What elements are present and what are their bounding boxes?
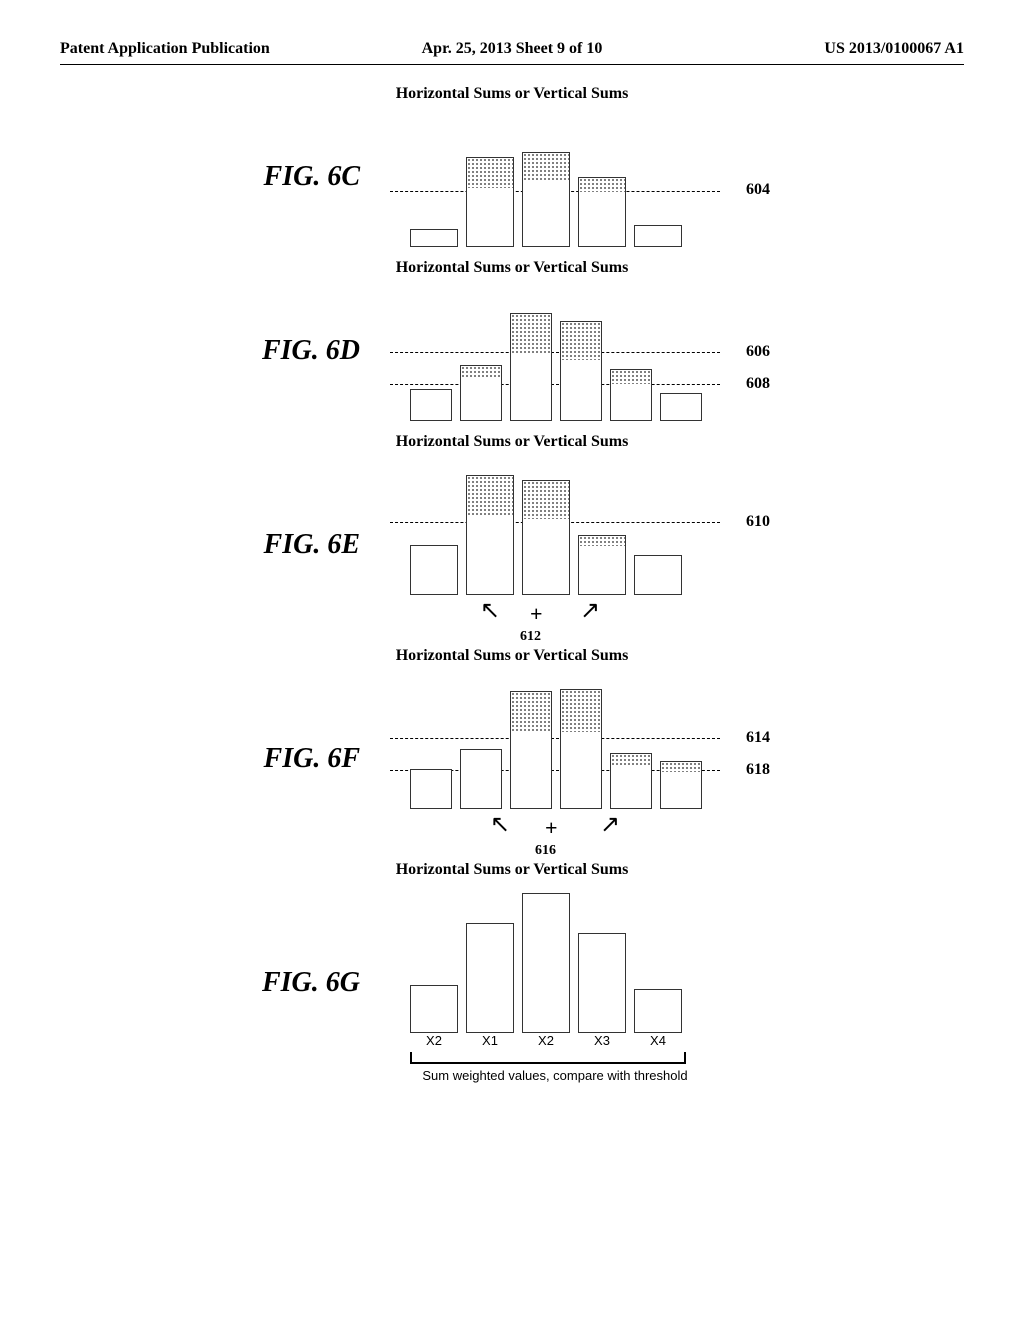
caption-6g: Sum weighted values, compare with thresh… [390,1068,720,1083]
bar [560,321,602,421]
figure-6g: Horizontal Sums or Vertical Sums FIG. 6G… [60,861,964,1083]
bar [466,157,514,247]
bar [410,229,458,247]
bar [578,933,626,1033]
plus-icon: + [530,601,543,627]
chart-6d: 606 608 [390,281,720,421]
chart-6g-wrap: X2 X1 X2 X3 X4 Sum weighted values, comp… [390,883,720,1083]
bar [578,177,626,247]
ref-612: 612 [520,629,541,645]
bar [410,545,458,595]
arrow-icon: ↖ [490,813,510,837]
x-label: X1 [466,1033,514,1048]
x-label: X3 [578,1033,626,1048]
figure-6e: Horizontal Sums or Vertical Sums FIG. 6E… [60,433,964,635]
bar [522,152,570,247]
chart-title-6c: Horizontal Sums or Vertical Sums [60,85,964,103]
bar [410,769,452,809]
bar [660,761,702,809]
ref-618: 618 [746,761,770,779]
chart-6g [390,883,720,1033]
page-header: Patent Application Publication Apr. 25, … [60,40,964,65]
plus-icon: + [545,815,558,841]
bar [634,225,682,247]
bracket-icon [410,1052,686,1064]
bar [610,753,652,809]
bar [466,923,514,1033]
figure-label-6e: FIG. 6E [60,529,390,561]
chart-6e: 610 ↖ ↗ + 612 [390,455,720,635]
chart-title-6g: Horizontal Sums or Vertical Sums [60,861,964,879]
header-left: Patent Application Publication [60,40,361,58]
figure-label-6c: FIG. 6C [60,161,390,193]
ref-606: 606 [746,343,770,361]
bar [578,535,626,595]
arrow-icon: ↗ [580,599,600,623]
arrow-icon: ↗ [600,813,620,837]
bar [660,393,702,421]
chart-title-6e: Horizontal Sums or Vertical Sums [60,433,964,451]
bars-6g [390,893,682,1033]
figure-label-6f: FIG. 6F [60,743,390,775]
bars-6f [390,689,702,809]
bar [460,365,502,421]
bar [410,985,458,1033]
arrow-icon: ↖ [480,599,500,623]
bar [560,689,602,809]
ref-608: 608 [746,375,770,393]
ref-610: 610 [746,513,770,531]
chart-6c: 604 [390,107,720,247]
bar [634,555,682,595]
ref-604: 604 [746,181,770,199]
bar [522,480,570,595]
figure-6c: Horizontal Sums or Vertical Sums FIG. 6C… [60,85,964,247]
bars-6d [390,313,702,421]
bar [510,313,552,421]
header-right: US 2013/0100067 A1 [663,40,964,58]
chart-title-6d: Horizontal Sums or Vertical Sums [60,259,964,277]
chart-6f: 614 618 ↖ ↗ + 616 [390,669,720,849]
page: Patent Application Publication Apr. 25, … [0,0,1024,1320]
bar [410,389,452,421]
figure-6f: Horizontal Sums or Vertical Sums FIG. 6F… [60,647,964,849]
x-axis-labels: X2 X1 X2 X3 X4 [390,1033,720,1048]
bars-6e [390,475,682,595]
bar [634,989,682,1033]
x-label: X2 [410,1033,458,1048]
figure-6d: Horizontal Sums or Vertical Sums FIG. 6D… [60,259,964,421]
bar [466,475,514,595]
bars-6c [390,152,682,247]
x-label: X2 [522,1033,570,1048]
bar [610,369,652,421]
figure-label-6d: FIG. 6D [60,335,390,367]
x-label: X4 [634,1033,682,1048]
bar [522,893,570,1033]
figure-label-6g: FIG. 6G [60,967,390,999]
header-center: Apr. 25, 2013 Sheet 9 of 10 [361,40,662,58]
chart-title-6f: Horizontal Sums or Vertical Sums [60,647,964,665]
ref-616: 616 [535,843,556,859]
bar [460,749,502,809]
ref-614: 614 [746,729,770,747]
bar [510,691,552,809]
